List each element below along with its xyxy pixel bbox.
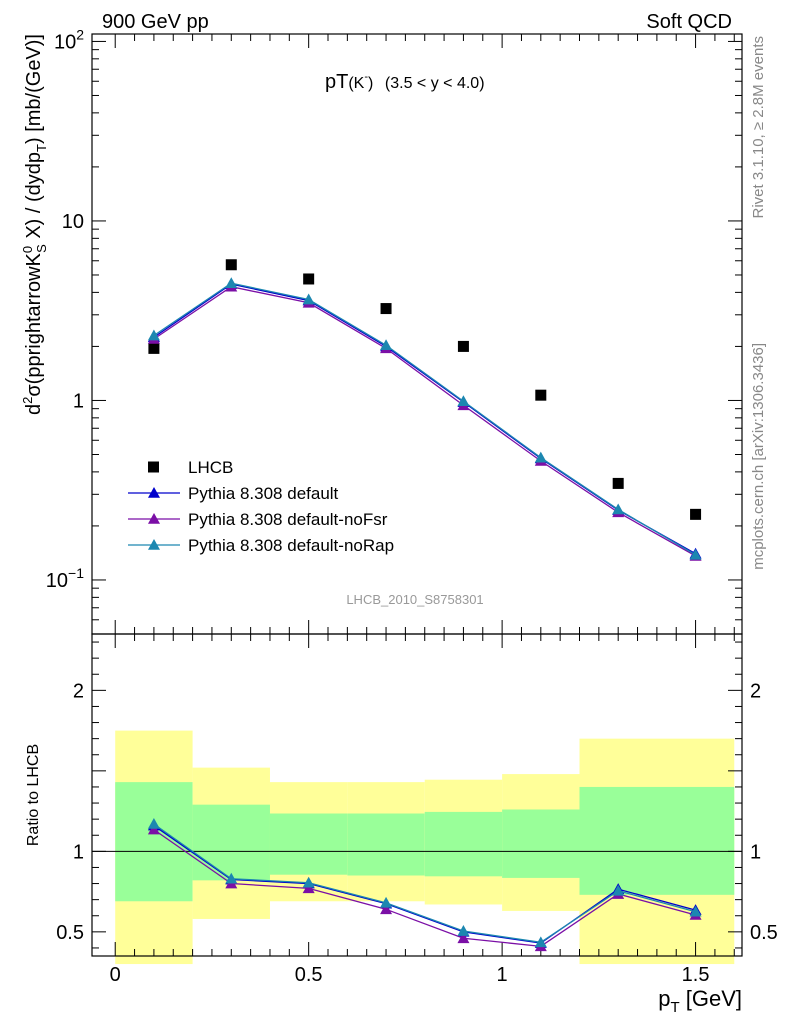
- ratio-marker-2: [380, 896, 393, 908]
- series-marker-3: [380, 339, 393, 351]
- ratio-line-1: [153, 829, 696, 948]
- data-point-lhcb: [457, 340, 469, 352]
- ratio-band-inner: [424, 811, 503, 877]
- x-tick-label: 1.5: [682, 964, 710, 986]
- series-line-2: [153, 286, 696, 557]
- series-marker-3: [612, 503, 625, 515]
- x-axis-label: pT [GeV]: [658, 986, 742, 1016]
- legend-marker: [148, 487, 160, 498]
- mcplots-info: mcplots.cern.ch [arXiv:1306.3436]: [750, 343, 767, 570]
- ratio-marker-2: [689, 905, 702, 917]
- data-point-lhcb: [303, 273, 315, 285]
- series-marker-3: [302, 293, 315, 305]
- rivet-info: Rivet 3.1.10, ≥ 2.8M events: [750, 36, 767, 219]
- upper-series: [147, 259, 702, 561]
- ratio-series: [147, 817, 702, 952]
- legend-label: LHCB: [188, 458, 233, 477]
- y-tick-label: 10−1: [46, 565, 84, 592]
- ratio-y-tick-label-right: 1: [750, 841, 761, 863]
- ratio-y-tick-label-right: 2: [750, 680, 761, 702]
- ratio-y-tick-label: 1: [73, 841, 84, 863]
- ratio-band-inner: [347, 813, 425, 876]
- data-point-lhcb: [225, 259, 237, 271]
- series-marker-3: [147, 329, 160, 341]
- series-marker-3: [689, 548, 702, 560]
- ratio-band-inner: [269, 813, 348, 875]
- ratio-y-tick-label: 2: [73, 680, 84, 702]
- ratio-band-inner: [579, 786, 735, 895]
- ratio-band-inner: [502, 809, 580, 878]
- ratio-line-0: [153, 825, 696, 944]
- legend: LHCB Pythia 8.308 default Pythia 8.308 def…: [128, 458, 394, 555]
- ratio-line-2: [153, 823, 696, 943]
- axes-ticks: 0 0.5 1 1.5 10−1 1 10 102 0.5 0.5 1 1 2 2: [46, 26, 778, 986]
- data-point-lhcb: [535, 389, 547, 401]
- y-tick-label: 102: [54, 26, 84, 53]
- series-marker-3: [457, 395, 470, 407]
- x-tick-label: 0.5: [295, 964, 323, 986]
- legend-label: Pythia 8.308 default-noRap: [188, 536, 394, 555]
- legend-marker: [148, 513, 160, 524]
- ratio-marker-1: [147, 823, 160, 835]
- analysis-watermark: LHCB_2010_S8758301: [346, 592, 483, 607]
- ratio-y-axis-label: Ratio to LHCB: [25, 744, 42, 846]
- x-tick-label: 1: [497, 964, 508, 986]
- ratio-marker-2: [612, 884, 625, 896]
- upper-y-axis-label: d2σ(pprightarrowK0S X) / (dydpT) [mb/(Ge…: [20, 34, 49, 415]
- series-line-3: [153, 282, 696, 556]
- plot-title: pT(K-) (3.5 < y < 4.0): [325, 71, 485, 93]
- legend-marker-lhcb: [148, 461, 159, 473]
- data-point-lhcb: [380, 303, 392, 315]
- legend-label: Pythia 8.308 default-noFsr: [188, 510, 388, 529]
- ratio-y-tick-label-right: 0.5: [750, 922, 778, 944]
- legend-marker: [148, 539, 160, 550]
- y-tick-label: 1: [73, 390, 84, 412]
- x-tick-label: 0: [110, 964, 121, 986]
- ratio-marker-2: [457, 925, 470, 936]
- ratio-marker-2: [302, 876, 315, 888]
- series-marker-3: [225, 277, 238, 288]
- lower-frame: [91, 633, 743, 957]
- y-tick-label: 10: [62, 211, 84, 233]
- ratio-marker-1: [380, 903, 393, 915]
- ratio-marker-1: [302, 882, 315, 894]
- ratio-marker-2: [225, 872, 238, 884]
- ratio-band-inner: [192, 804, 270, 881]
- ratio-bands: [115, 730, 735, 965]
- header-right: Soft QCD: [646, 11, 732, 33]
- ratio-band-inner: [115, 782, 193, 902]
- ratio-marker-2: [534, 936, 547, 948]
- data-point-lhcb: [148, 342, 160, 354]
- legend-label: Pythia 8.308 default: [188, 484, 339, 503]
- data-point-lhcb: [690, 508, 702, 520]
- data-point-lhcb: [612, 477, 624, 489]
- ratio-y-tick-label: 0.5: [56, 922, 84, 944]
- header-left: 900 GeV pp: [102, 11, 209, 33]
- ratio-marker-1: [457, 932, 470, 944]
- series-marker-3: [534, 451, 547, 463]
- ratio-marker-2: [147, 817, 160, 829]
